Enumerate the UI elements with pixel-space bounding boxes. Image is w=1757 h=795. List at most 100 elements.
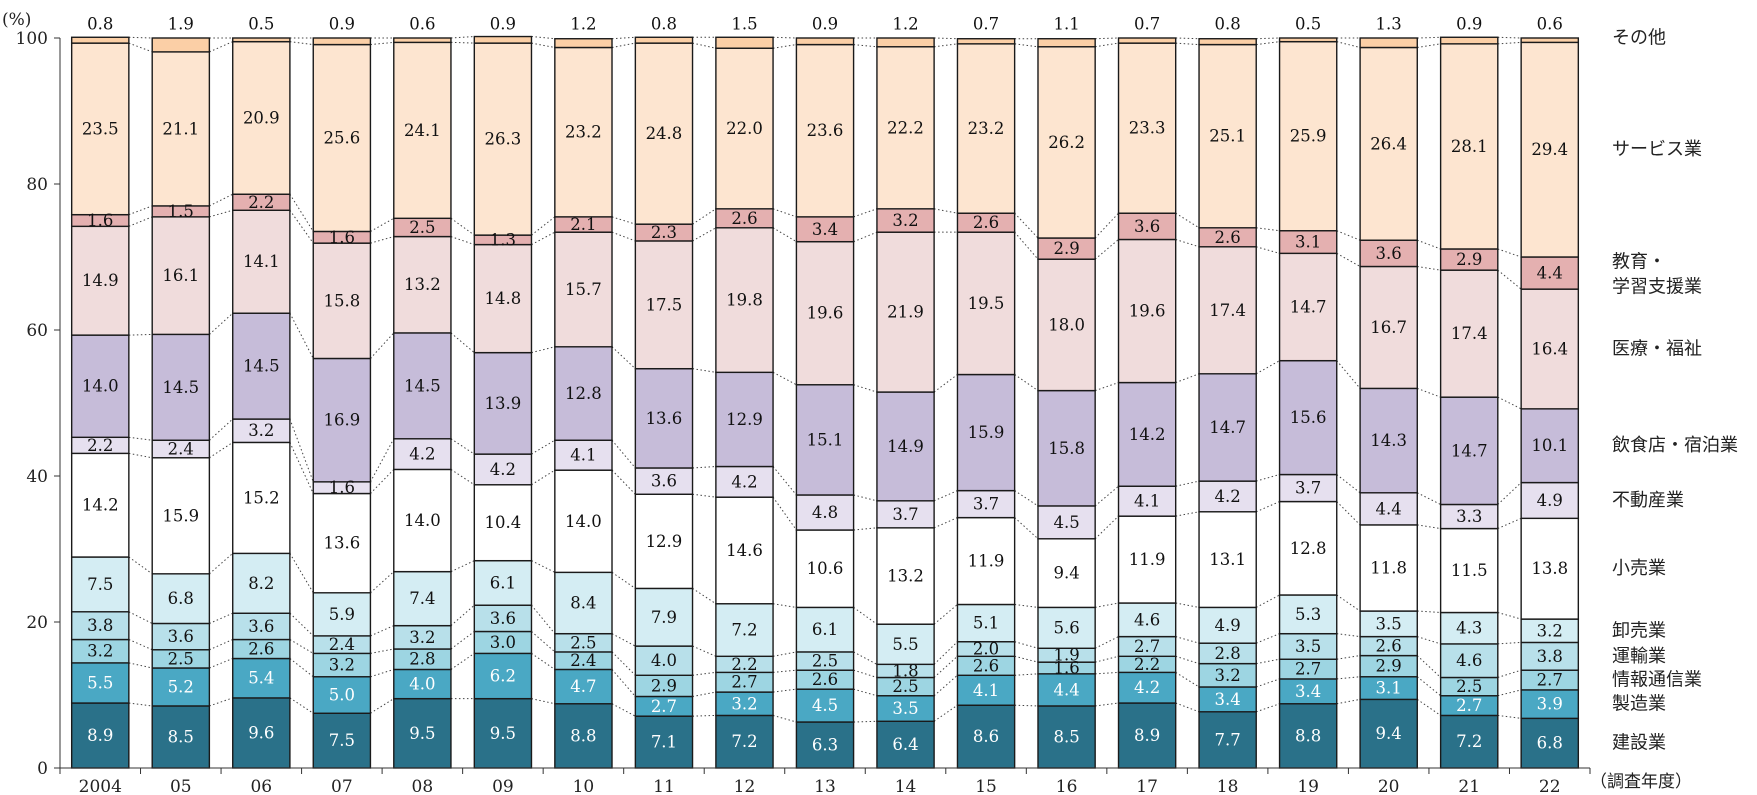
connector-line (1498, 518, 1521, 528)
connector-line (773, 372, 796, 384)
connector-line (934, 675, 957, 695)
connector-line (1417, 37, 1440, 38)
connector-line (934, 642, 957, 665)
connector-line (451, 469, 474, 484)
data-label: 3.7 (973, 495, 999, 514)
data-label: 5.4 (248, 669, 274, 688)
data-label: 2.6 (812, 670, 838, 689)
data-label: 6.8 (168, 589, 194, 608)
data-label: 24.1 (404, 121, 441, 140)
data-label: 13.6 (323, 534, 360, 553)
connector-line (209, 442, 232, 457)
data-label: 12.9 (726, 410, 763, 429)
connector-line (693, 715, 716, 716)
connector-line (209, 613, 232, 623)
x-tick-label: 10 (573, 777, 595, 795)
connector-line (129, 43, 152, 52)
data-label: 4.2 (1215, 487, 1241, 506)
data-label: 3.6 (1134, 217, 1160, 236)
bar-segment (474, 37, 531, 44)
bar-segment (1199, 39, 1256, 45)
x-axis-unit-label: （調査年度） (1590, 772, 1692, 792)
data-label: 23.3 (1129, 119, 1166, 138)
data-label: 13.6 (646, 409, 683, 428)
data-label: 14.0 (82, 377, 119, 396)
data-label: 2.7 (1295, 660, 1321, 679)
data-label: 16.1 (162, 266, 199, 285)
data-label: 15.6 (1290, 408, 1327, 427)
data-label: 3.4 (812, 220, 838, 239)
data-label: 11.9 (1129, 550, 1166, 569)
connector-line (1095, 239, 1118, 259)
data-label: 2.2 (1134, 655, 1160, 674)
connector-line (370, 669, 393, 676)
data-label: 3.5 (892, 699, 918, 718)
data-label: 23.5 (82, 119, 119, 138)
data-label: 3.8 (1537, 647, 1563, 666)
data-label: 4.2 (409, 445, 435, 464)
connector-line (693, 209, 716, 224)
data-label: 13.2 (404, 275, 441, 294)
data-label: 1.1 (1053, 15, 1079, 34)
data-label: 3.7 (1295, 479, 1321, 498)
x-tick-label: 08 (412, 777, 434, 795)
connector-line (1015, 642, 1038, 649)
y-tick-label: 0 (37, 759, 48, 779)
connector-line (1095, 38, 1118, 39)
connector-line (290, 659, 313, 677)
data-label: 2.7 (1456, 696, 1482, 715)
connector-line (1176, 672, 1199, 687)
connector-line (612, 217, 635, 224)
connector-line (1417, 656, 1440, 678)
connector-line (370, 699, 393, 714)
connector-line (531, 440, 554, 454)
data-label: 3.7 (892, 505, 918, 524)
bar-segment (1038, 39, 1095, 47)
connector-line (1417, 388, 1440, 397)
data-label: 2.7 (1134, 637, 1160, 656)
connector-line (1337, 699, 1360, 703)
data-label: 0.9 (812, 15, 838, 34)
data-label: 3.9 (1537, 695, 1563, 714)
connector-line (1498, 249, 1521, 257)
data-label: 11.9 (968, 552, 1005, 571)
x-tick-label: 06 (250, 777, 272, 795)
data-label: 2.1 (570, 215, 596, 234)
connector-line (370, 572, 393, 593)
data-label: 19.8 (726, 291, 763, 310)
data-label: 13.8 (1531, 559, 1568, 578)
data-label: 1.9 (1053, 646, 1079, 665)
data-label: 19.6 (1129, 302, 1166, 321)
data-label: 2.0 (973, 640, 999, 659)
connector-line (209, 698, 232, 706)
connector-line (612, 440, 635, 468)
bar-segment (796, 38, 853, 45)
data-label: 2.2 (87, 436, 113, 455)
bar-segment (1360, 38, 1417, 47)
connector-line (1417, 637, 1440, 644)
data-label: 7.2 (731, 732, 757, 751)
connector-line (1095, 603, 1118, 607)
connector-line (209, 42, 232, 52)
connector-line (1256, 247, 1279, 254)
data-label: 10.4 (485, 513, 522, 532)
x-tick-label: 21 (1458, 777, 1480, 795)
connector-line (854, 652, 877, 664)
connector-line (1015, 705, 1038, 706)
bar-segment (313, 38, 370, 45)
legend-label: 学習支援業 (1612, 277, 1702, 298)
connector-line (773, 715, 796, 722)
x-tick-label: 2004 (79, 777, 122, 795)
data-label: 3.6 (168, 627, 194, 646)
data-label: 5.5 (87, 673, 113, 692)
connector-line (1095, 43, 1118, 47)
connector-line (370, 649, 393, 653)
connector-line (531, 561, 554, 573)
data-label: 14.5 (243, 357, 280, 376)
data-label: 3.5 (1376, 614, 1402, 633)
data-label: 1.2 (570, 15, 596, 34)
data-label: 2.8 (1215, 644, 1241, 663)
data-label: 3.6 (651, 472, 677, 491)
connector-line (1256, 42, 1279, 45)
connector-line (531, 631, 554, 651)
